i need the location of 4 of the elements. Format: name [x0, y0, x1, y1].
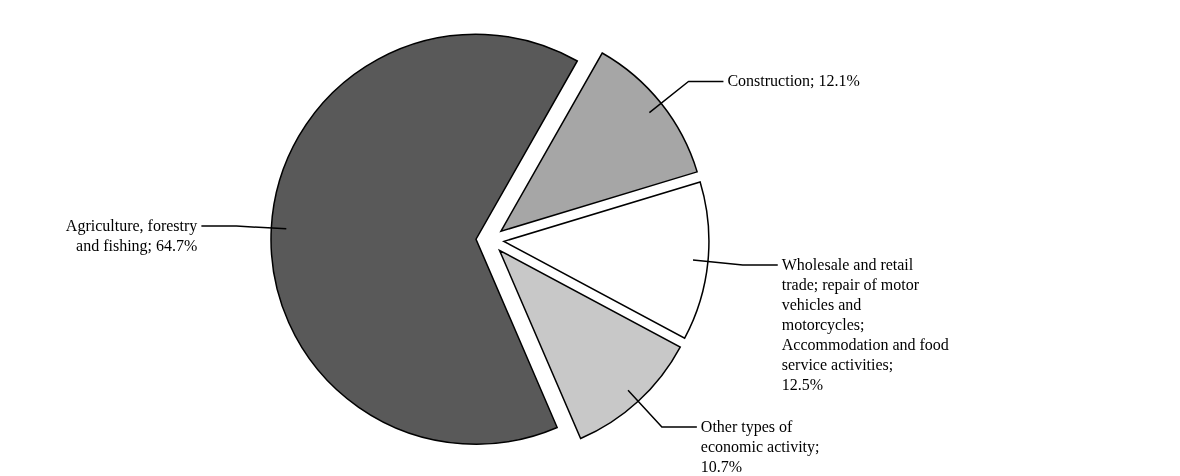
slice-label: Agriculture, forestry and fishing; 64.7% — [65, 217, 198, 256]
slice-label: Other types of economic activity; 10.7% — [700, 418, 820, 476]
slice-label: Construction; 12.1% — [727, 72, 860, 90]
slice-label: Wholesale and retail trade; repair of motor vehicles and motorcycles; Accommodation and food service activities; 12.5% — [781, 256, 949, 394]
